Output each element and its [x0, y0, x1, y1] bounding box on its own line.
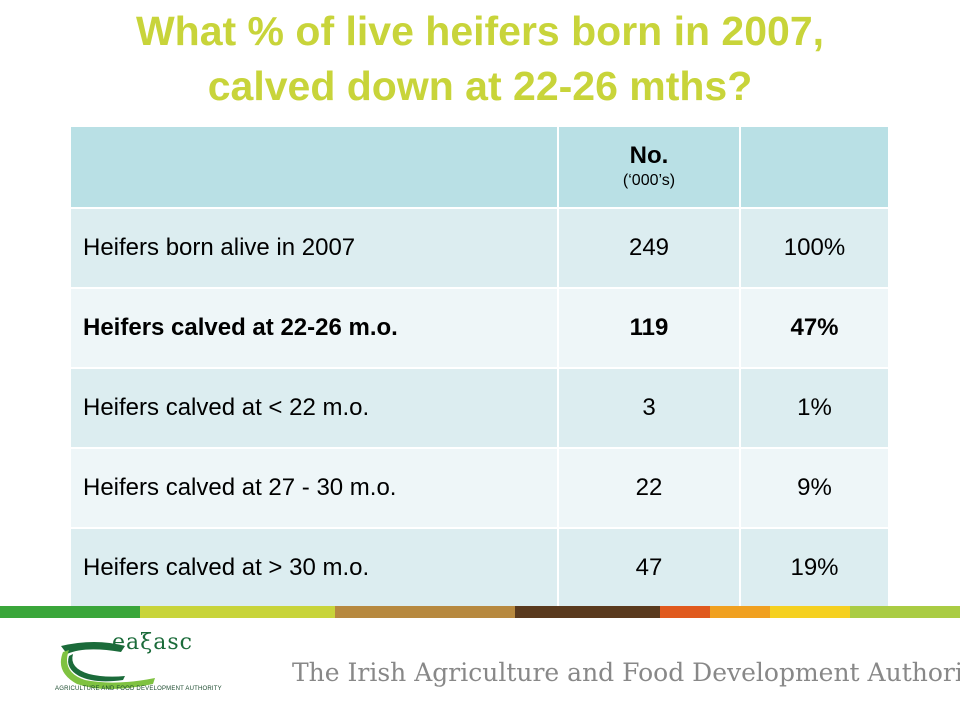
row-percent: 1% [739, 369, 888, 449]
row-label: Heifers born alive in 2007 [71, 209, 557, 289]
table-row: Heifers calved at 27 - 30 m.o. 22 9% [71, 449, 888, 529]
stripe-segment [335, 606, 515, 618]
teagasc-t-stem-icon [60, 650, 155, 689]
stripe-segment [140, 606, 335, 618]
teagasc-swoosh-icon [61, 642, 125, 654]
footer-tagline: The Irish Agriculture and Food Developme… [292, 658, 960, 687]
header-number-cell: No. (‘000’s) [557, 127, 739, 209]
row-label: Heifers calved at > 30 m.o. [71, 529, 557, 609]
teagasc-wordmark: eaξasc [112, 630, 193, 655]
row-percent: 9% [739, 449, 888, 529]
row-percent: 100% [739, 209, 888, 289]
row-number: 3 [557, 369, 739, 449]
stripe-segment [515, 606, 660, 618]
row-number: 22 [557, 449, 739, 529]
row-label: Heifers calved at 22-26 m.o. [71, 289, 557, 369]
row-label: Heifers calved at < 22 m.o. [71, 369, 557, 449]
slide-title: What % of live heifers born in 2007, cal… [0, 4, 960, 114]
table-header-row: No. (‘000’s) [71, 127, 888, 209]
table-row: Heifers calved at < 22 m.o. 3 1% [71, 369, 888, 449]
table-row: Heifers calved at 22-26 m.o. 119 47% [71, 289, 888, 369]
header-number-label: No. [629, 142, 669, 169]
row-number: 119 [557, 289, 739, 369]
row-number: 47 [557, 529, 739, 609]
row-percent: 47% [739, 289, 888, 369]
title-line-2: calved down at 22-26 mths? [207, 63, 753, 109]
row-percent: 19% [739, 529, 888, 609]
footer-color-stripe [0, 606, 960, 618]
header-label-cell [71, 127, 557, 209]
header-number-unit: (‘000’s) [622, 172, 676, 189]
stripe-segment [660, 606, 710, 618]
title-line-1: What % of live heifers born in 2007, [135, 8, 825, 54]
stripe-segment [770, 606, 850, 618]
teagasc-subtitle: Agriculture and Food Development Authori… [55, 686, 222, 692]
teagasc-logo [60, 642, 155, 689]
table-row: Heifers born alive in 2007 249 100% [71, 209, 888, 289]
stripe-segment [0, 606, 140, 618]
heifers-table: No. (‘000’s) Heifers born alive in 2007 … [71, 127, 888, 609]
stripe-segment [850, 606, 960, 618]
table-row: Heifers calved at > 30 m.o. 47 19% [71, 529, 888, 609]
stripe-segment [710, 606, 770, 618]
row-label: Heifers calved at 27 - 30 m.o. [71, 449, 557, 529]
header-percent-cell [739, 127, 888, 209]
row-number: 249 [557, 209, 739, 289]
